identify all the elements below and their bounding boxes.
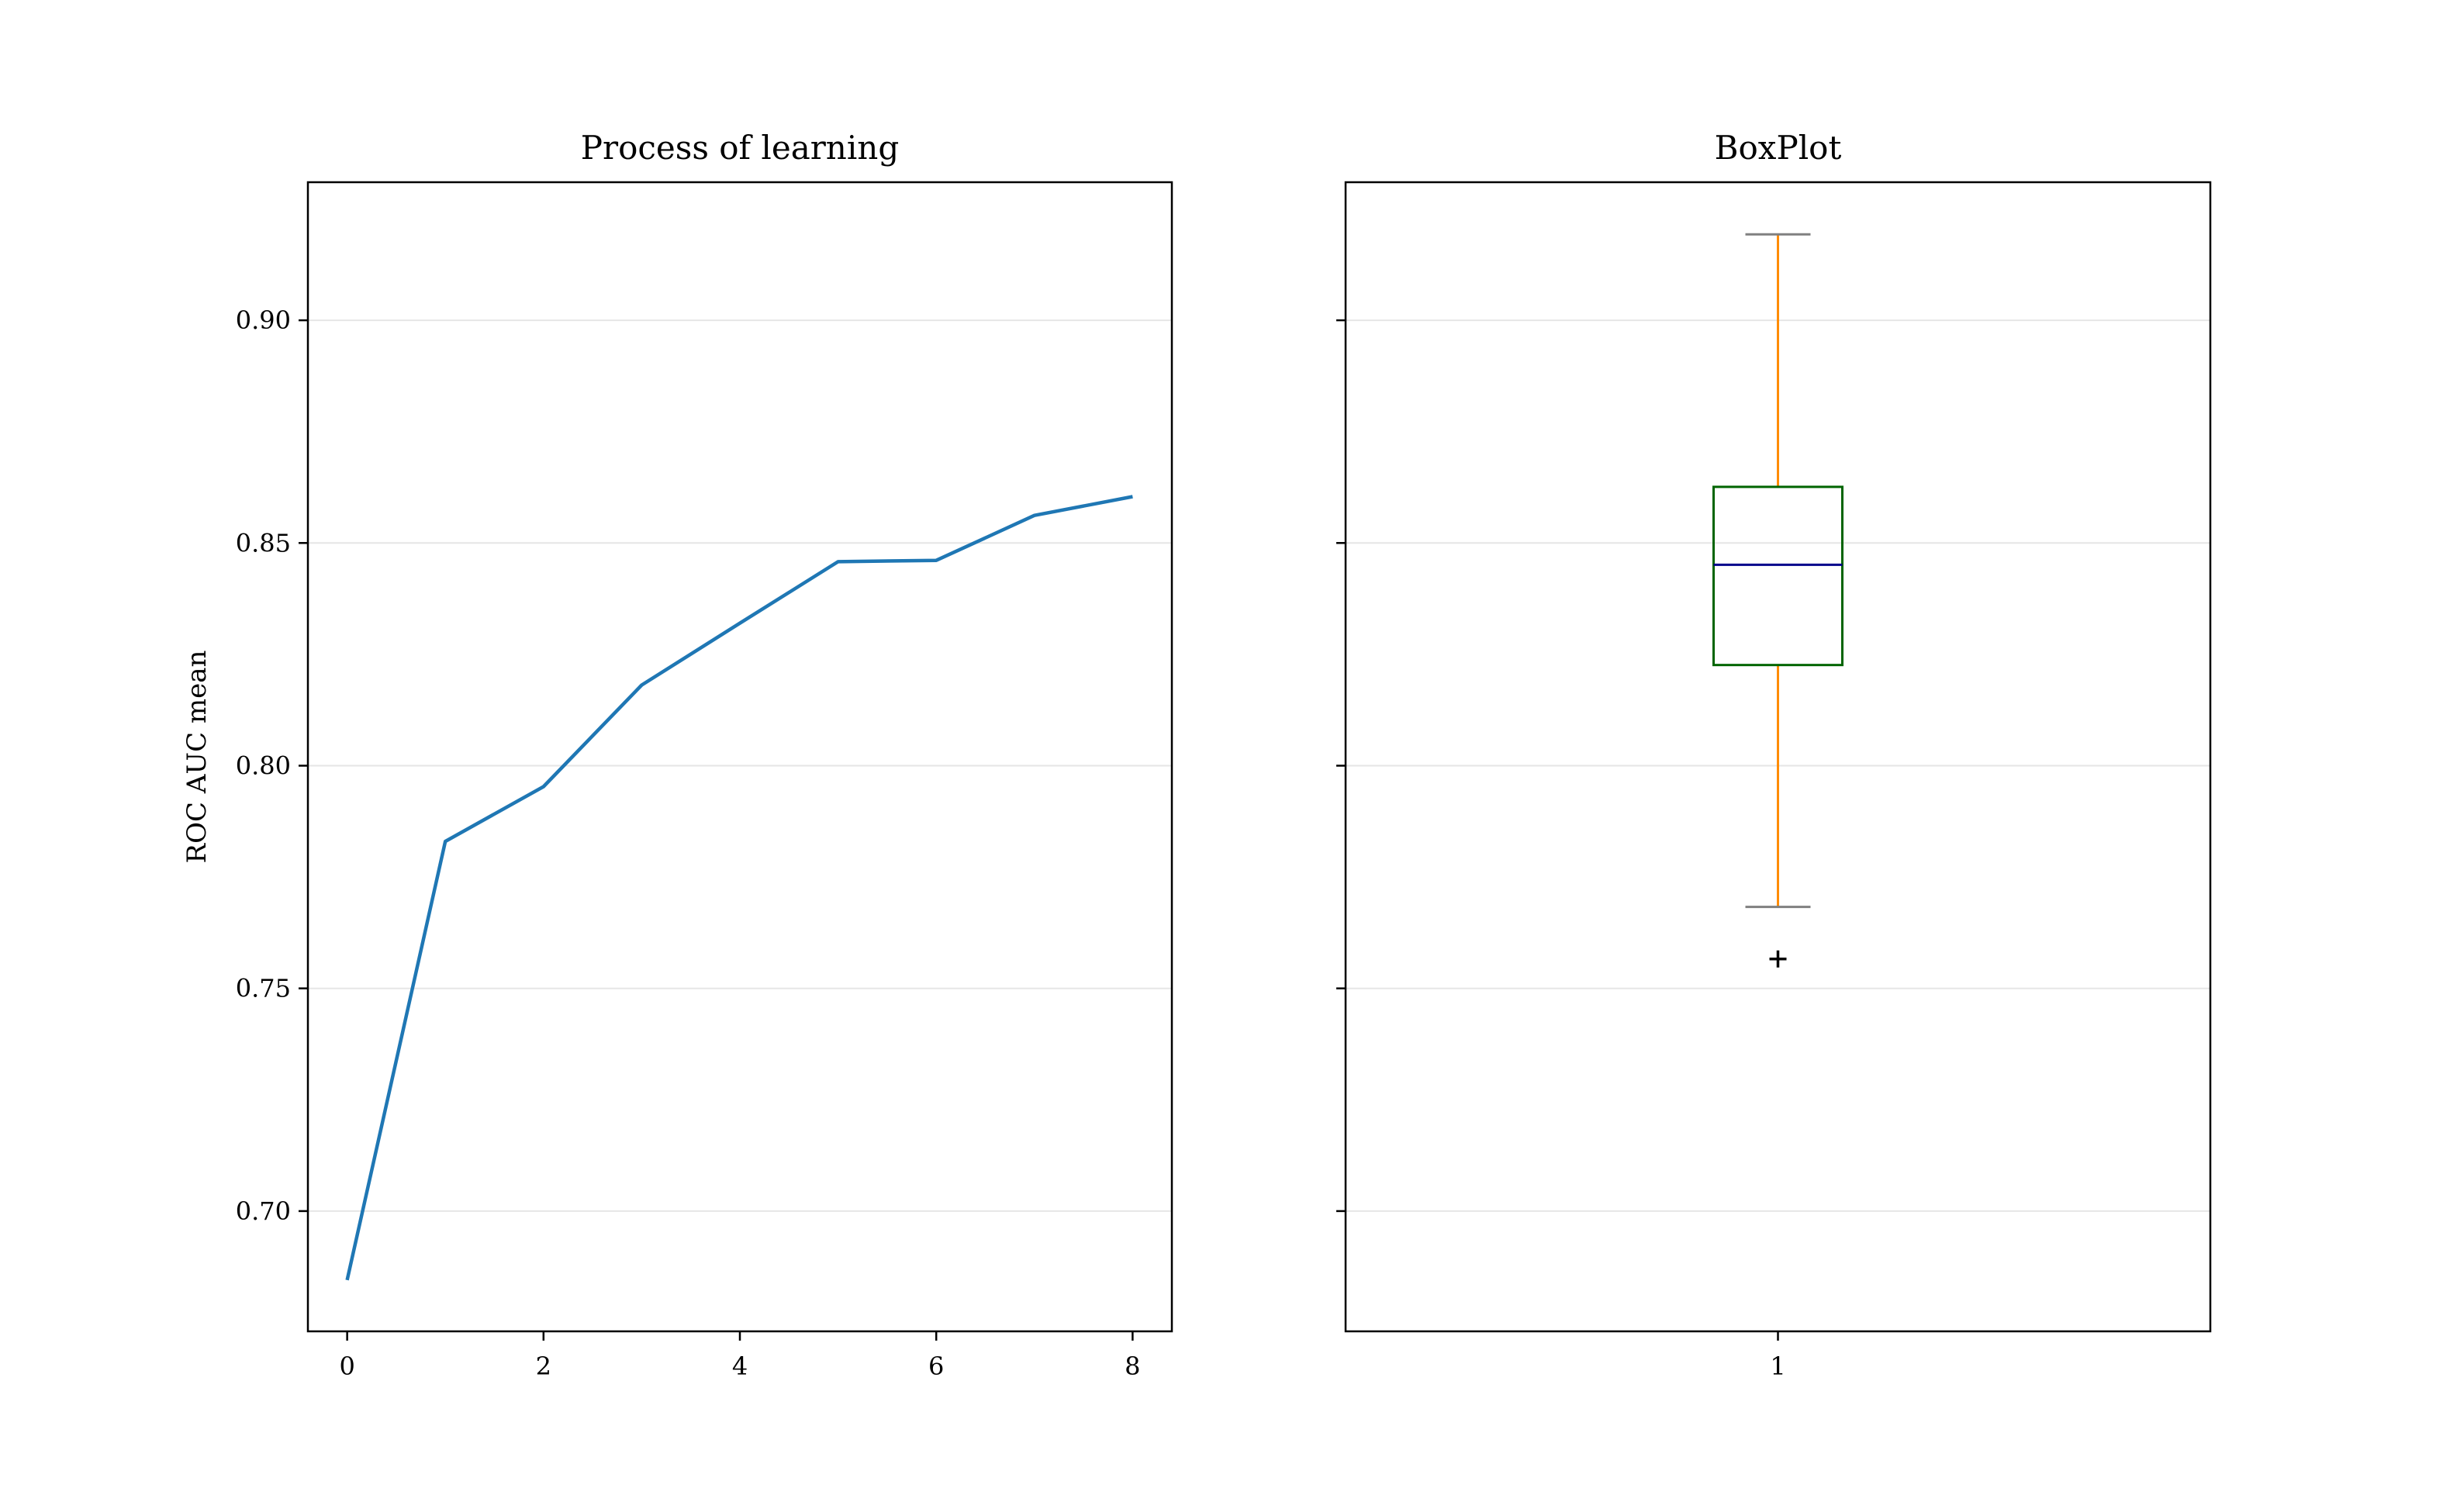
x-tick-label: 1: [1770, 1351, 1785, 1381]
boxplot-title: BoxPlot: [1715, 129, 1842, 167]
outlier-marker: [1769, 950, 1787, 968]
x-tick-label: 8: [1125, 1351, 1140, 1381]
left-ticks: 0.70 0.75 0.80 0.85 0.90 0 2 4 6 8: [236, 306, 1141, 1381]
y-tick-label: 0.80: [236, 751, 291, 780]
y-tick-label: 0.75: [236, 974, 291, 1003]
line-chart-title: Process of learning: [581, 129, 899, 167]
boxplot-panel: 1 BoxPlot: [1336, 129, 2212, 1381]
x-tick-label: 6: [928, 1351, 944, 1381]
series-line: [345, 495, 1133, 1281]
right-ticks: 1: [1336, 319, 1786, 1381]
x-tick-label: 4: [732, 1351, 748, 1381]
right-axes-frame: [1344, 181, 2212, 1333]
y-tick-label: 0.70: [236, 1196, 291, 1226]
left-gridlines: [308, 319, 1172, 1212]
outliers: [1769, 950, 1787, 968]
left-axes-frame: [306, 181, 1173, 1333]
y-tick-label: 0.90: [236, 306, 291, 335]
y-tick-label: 0.85: [236, 528, 291, 558]
x-tick-label: 0: [339, 1351, 354, 1381]
y-axis-label: ROC AUC mean: [181, 651, 213, 864]
box: [1712, 485, 1843, 667]
line-chart-panel: 0.70 0.75 0.80 0.85 0.90 0 2 4 6 8 Process of lea…: [181, 129, 1173, 1381]
x-tick-label: 2: [536, 1351, 551, 1381]
